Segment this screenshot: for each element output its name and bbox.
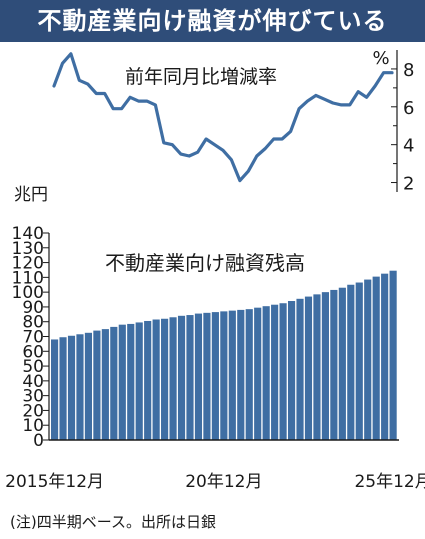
bar xyxy=(347,284,355,440)
bar xyxy=(51,339,59,440)
bar xyxy=(254,307,262,440)
bar xyxy=(330,289,338,440)
bar xyxy=(59,337,67,440)
bar xyxy=(296,298,304,440)
bar xyxy=(169,317,177,440)
bar xyxy=(101,329,109,440)
bar xyxy=(203,312,211,440)
bar xyxy=(287,301,296,440)
line-y-tick-label: 8 xyxy=(403,60,414,81)
bar xyxy=(237,309,245,440)
bar xyxy=(127,323,135,440)
bar xyxy=(364,279,372,440)
bar xyxy=(355,282,363,440)
bar xyxy=(177,315,186,440)
bar xyxy=(161,318,169,440)
bar xyxy=(186,315,194,440)
bar xyxy=(144,320,152,440)
bar xyxy=(271,304,279,440)
bar-y-tick-label: 130 xyxy=(12,239,44,259)
bar xyxy=(93,330,101,440)
bar xyxy=(381,273,389,440)
bar xyxy=(304,296,313,440)
bar-y-tick-label: 0 xyxy=(33,431,44,451)
bar-x-tick-label: 25年12月 xyxy=(354,472,425,492)
bar xyxy=(228,310,236,441)
bar xyxy=(245,309,253,440)
bar xyxy=(152,319,160,440)
line-y-tick-label: 6 xyxy=(403,98,414,119)
chart-title: 不動産業向け融資が伸びている xyxy=(0,0,425,42)
bar xyxy=(313,294,321,440)
line-y-tick-label: 2 xyxy=(403,174,414,195)
bar xyxy=(338,287,346,440)
bar-x-tick-label: 2015年12月 xyxy=(5,472,104,492)
bar-x-tick-label: 20年12月 xyxy=(185,472,262,492)
bar xyxy=(118,324,126,440)
line-y-tick-label: 4 xyxy=(403,136,414,157)
bar-y-tick-label: 50 xyxy=(22,357,44,377)
bar xyxy=(389,270,397,440)
bar xyxy=(211,312,219,440)
bar-y-tick-label: 20 xyxy=(22,401,44,421)
bar-y-tick-label: 140 xyxy=(12,224,44,244)
bar-chart-title: 不動産業向け融資残高 xyxy=(105,251,305,275)
bar xyxy=(262,306,270,440)
line-unit-label: % xyxy=(372,48,389,69)
bar-y-tick-label: 60 xyxy=(22,342,44,362)
bar xyxy=(84,332,93,440)
bar xyxy=(135,322,143,440)
bar xyxy=(110,326,118,440)
bar xyxy=(76,334,84,440)
footnote: (注)四半期ベース。出所は日銀 xyxy=(10,513,216,531)
bar-y-tick-label: 110 xyxy=(12,268,44,288)
bar xyxy=(321,292,329,440)
bar xyxy=(194,313,203,440)
bar-y-tick-label: 80 xyxy=(22,313,44,333)
bar-y-tick-label: 10 xyxy=(22,416,44,436)
chart-area: 2 4 6 8% 前年同月比増減率 兆円 010203040506070809010011… xyxy=(5,48,425,492)
bar-y-tick-label: 90 xyxy=(22,298,44,318)
line-chart-title: 前年同月比増減率 xyxy=(125,66,277,88)
bar xyxy=(372,276,380,440)
bar xyxy=(279,303,287,440)
bar xyxy=(67,335,76,440)
bar-unit-label: 兆円 xyxy=(14,185,48,205)
bar xyxy=(220,311,228,440)
bar-y-tick-label: 70 xyxy=(22,328,44,348)
bar-y-tick-label: 120 xyxy=(12,254,44,274)
line-chart: 2 4 6 8% 前年同月比増減率 xyxy=(52,48,414,195)
bar-y-tick-label: 30 xyxy=(22,387,44,407)
bar-y-tick-label: 40 xyxy=(22,372,44,392)
bar-y-tick-label: 100 xyxy=(12,283,44,303)
